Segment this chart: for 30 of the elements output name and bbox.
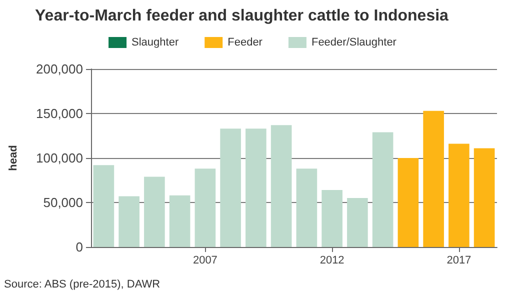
bar	[169, 195, 190, 247]
y-tick-label: 150,000	[36, 106, 83, 121]
bar	[423, 110, 444, 247]
bar	[270, 125, 292, 247]
bar	[246, 128, 266, 247]
bar	[144, 176, 165, 247]
y-tick-label: 0	[76, 240, 83, 254]
bar	[448, 144, 470, 247]
bar	[296, 168, 318, 247]
bar	[474, 148, 495, 247]
bar	[220, 128, 241, 247]
bar	[372, 132, 394, 247]
legend-label: Feeder	[228, 36, 263, 48]
y-tick-label: 100,000	[36, 150, 83, 166]
bar	[118, 196, 140, 247]
bar	[93, 165, 114, 247]
y-axis-title: head	[8, 145, 20, 171]
y-tick-label: 50,000	[43, 195, 83, 210]
legend-label: Feeder/Slaughter	[311, 36, 397, 48]
x-tick-label: 2012	[320, 254, 344, 266]
bar	[347, 198, 368, 247]
chart-title: Year-to-March feeder and slaughter cattle to Indonesia	[35, 8, 449, 24]
legend-label: Slaughter	[132, 36, 179, 48]
x-tick-label: 2007	[192, 254, 218, 266]
bar	[398, 158, 419, 247]
bar	[322, 190, 342, 247]
x-tick-label: 2017	[446, 254, 472, 266]
bar	[194, 168, 216, 247]
y-tick-label: 200,000	[36, 62, 83, 76]
source-note: Source: ABS (pre-2015), DAWR	[4, 278, 160, 290]
